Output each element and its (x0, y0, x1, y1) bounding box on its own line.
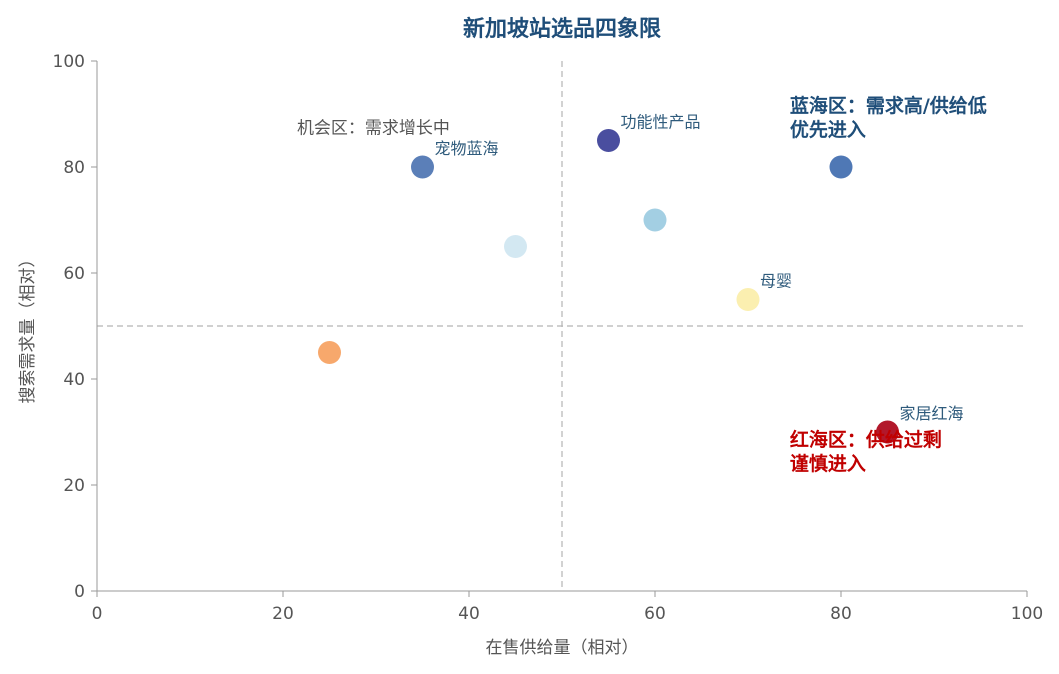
data-point (829, 155, 853, 179)
y-tick-label: 20 (63, 476, 85, 496)
y-tick-label: 0 (74, 582, 85, 602)
chart-title: 新加坡站选品四象限 (463, 16, 661, 42)
x-axis-title: 在售供给量（相对） (486, 638, 639, 658)
data-point (411, 155, 434, 179)
x-tick-label: 100 (1011, 604, 1043, 624)
point-label: 宠物蓝海 (435, 139, 499, 158)
point-label: 母婴 (760, 272, 792, 291)
y-tick-label: 40 (63, 370, 85, 390)
point-label: 功能性产品 (621, 113, 701, 132)
opportunity-note: 机会区：需求增长中 (297, 118, 450, 138)
x-tick-label: 80 (830, 604, 852, 624)
data-point (504, 235, 527, 258)
data-point (318, 341, 341, 364)
x-tick-label: 20 (272, 604, 294, 624)
point-label: 家居红海 (900, 404, 964, 423)
data-point (643, 208, 667, 232)
data-point (597, 129, 620, 152)
y-tick-label: 60 (63, 264, 85, 284)
blue-ocean-note: 优先进入 (790, 118, 866, 141)
data-point (736, 288, 760, 311)
red-ocean-note: 红海区：供给过剩 (790, 428, 942, 451)
y-axis-title: 搜索需求量（相对） (18, 251, 38, 404)
data-point (876, 420, 899, 444)
y-tick-label: 100 (53, 52, 85, 72)
blue-ocean-note: 蓝海区：需求高/供给低 (790, 94, 987, 117)
y-tick-label: 80 (63, 158, 85, 178)
x-tick-label: 0 (92, 604, 103, 624)
x-tick-label: 60 (644, 604, 666, 624)
red-ocean-note: 谨慎进入 (790, 452, 866, 475)
x-tick-label: 40 (458, 604, 480, 624)
